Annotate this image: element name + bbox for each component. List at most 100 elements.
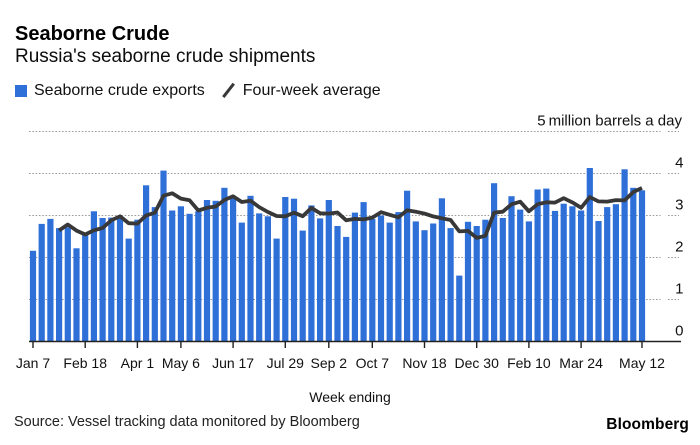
bar-week-2023-03-31: [586, 168, 593, 342]
page-subtitle: Russia's seaborne crude shipments: [15, 46, 316, 67]
bar-week-2022-02-11: [73, 248, 80, 342]
chart-plot-area: 0 1 2 3 4 5 million barrels a day Jan 7 Feb 18 A…: [16, 113, 684, 372]
x-tick-label-Nov18: Nov 18: [402, 355, 447, 371]
legend-label-exports: Seaborne crude exports: [34, 82, 205, 99]
y-tick-label-0: 0: [675, 323, 683, 340]
bar-week-2022-11-18: [421, 230, 428, 342]
x-axis-title: Week ending: [309, 389, 391, 405]
bar-week-2022-03-04: [99, 218, 106, 342]
bar-week-2023-02-17: [534, 189, 541, 342]
bar-week-2023-05-12: [638, 190, 646, 342]
bar-week-2022-12-09: [447, 228, 454, 342]
bar-week-2022-09-09: [334, 226, 341, 342]
x-tick-label-May12: May 12: [619, 355, 665, 371]
bar-week-2023-01-20: [499, 218, 506, 342]
bar-week-2022-05-20: [195, 211, 202, 342]
bar-week-2023-05-05: [630, 187, 637, 342]
bar-week-2022-09-02: [325, 200, 332, 342]
bar-week-2022-05-06: [177, 206, 184, 342]
bar-week-2022-07-08: [256, 213, 263, 342]
x-tick-label-Feb18: Feb 18: [63, 355, 107, 371]
bar-week-2022-02-04: [64, 227, 71, 342]
bar-week-2022-07-29: [282, 197, 289, 342]
bar-week-2022-01-07: [29, 250, 37, 342]
four-week-average-line: [58, 186, 643, 240]
bar-week-2022-03-25: [125, 238, 132, 342]
x-tick-label-Sep2: Sep 2: [311, 355, 348, 371]
x-tick-label-Apr1: Apr 1: [121, 355, 155, 371]
bar-week-2022-04-22: [160, 170, 167, 342]
bar-week-2023-03-10: [560, 203, 567, 342]
bar-week-2022-02-18: [82, 234, 89, 342]
bar-week-2022-12-30: [473, 226, 480, 342]
bar-week-2022-05-27: [203, 200, 211, 342]
bar-week-2022-04-29: [169, 210, 176, 342]
bar-week-2023-04-21: [612, 204, 619, 342]
bar-week-2022-08-05: [290, 198, 298, 342]
bar-week-2022-11-25: [430, 223, 437, 342]
x-tick-label-Dec30: Dec 30: [455, 355, 500, 371]
bar-week-2023-02-24: [543, 188, 550, 342]
bar-week-2022-08-26: [317, 218, 324, 342]
bar-week-2022-01-28: [56, 228, 63, 342]
y-axis-unit-label: 5 million barrels a day: [537, 113, 682, 130]
bar-week-2023-01-27: [508, 196, 515, 342]
bar-week-2022-04-01: [134, 219, 141, 342]
legend: Seaborne crude exports Four-week average: [15, 82, 381, 100]
bar-week-2022-11-04: [404, 190, 411, 342]
bar-week-2022-01-21: [47, 218, 54, 342]
bar-week-2023-01-06: [482, 219, 489, 342]
bloomberg-logo: Bloomberg: [606, 416, 689, 433]
bar-week-2022-06-24: [238, 222, 245, 342]
y-tick-label-2: 2: [675, 239, 683, 256]
bar-week-2023-04-07: [595, 221, 602, 342]
page-title: Seaborne Crude: [15, 23, 170, 45]
source-note: Source: Vessel tracking data monitored b…: [14, 414, 360, 430]
bar-week-2022-04-15: [151, 207, 158, 342]
bar-week-2022-09-30: [360, 202, 367, 342]
bar-week-2022-02-25: [90, 211, 97, 342]
bar-week-2022-12-23: [464, 221, 472, 342]
x-tick-label-Feb10: Feb 10: [507, 355, 551, 371]
bar-week-2023-04-28: [621, 169, 628, 342]
y-tick-label-1: 1: [675, 281, 683, 298]
bar-week-2022-12-02: [438, 198, 445, 342]
bar-series-swatch-icon: [15, 85, 27, 97]
x-tick-label-May6: May 6: [162, 355, 200, 371]
legend-label-average: Four-week average: [242, 82, 381, 99]
bar-week-2023-04-14: [604, 207, 611, 342]
bar-week-2023-03-17: [569, 206, 576, 342]
bar-week-2022-08-12: [299, 230, 306, 342]
bar-week-2022-07-15: [264, 216, 271, 342]
bar-week-2022-01-14: [38, 223, 45, 342]
bar-week-2022-07-01: [247, 195, 254, 342]
bar-week-2023-02-10: [525, 221, 532, 342]
bar-week-2023-03-24: [578, 210, 585, 342]
bar-week-2022-06-03: [212, 200, 219, 342]
bar-week-2022-11-11: [412, 221, 419, 342]
x-tick-label-Mar24: Mar 24: [559, 355, 603, 371]
bar-week-2022-09-23: [351, 212, 358, 342]
bar-week-2023-02-03: [517, 209, 524, 342]
x-tick-label-Jan7: Jan 7: [16, 355, 50, 371]
legend-item-exports: Seaborne crude exports: [15, 82, 205, 100]
bar-week-2022-05-13: [186, 213, 193, 342]
bar-week-2022-06-10: [221, 187, 228, 342]
y-tick-label-3: 3: [675, 197, 683, 214]
bar-week-2022-07-22: [273, 238, 280, 342]
bar-week-2023-01-13: [491, 183, 498, 342]
bar-week-2023-03-03: [551, 210, 559, 342]
bar-week-2022-08-19: [308, 205, 315, 342]
legend-item-average: Four-week average: [222, 82, 381, 100]
x-tick-label-Jun17: Jun 17: [212, 355, 254, 371]
bar-week-2022-10-07: [369, 218, 376, 342]
bar-week-2022-12-16: [456, 275, 463, 342]
bar-week-2022-06-17: [230, 196, 237, 342]
bar-week-2022-09-16: [343, 236, 350, 342]
bar-week-2022-03-18: [116, 218, 124, 342]
bar-week-2022-10-21: [386, 222, 393, 342]
x-tick-label-Jul29: Jul 29: [267, 355, 305, 371]
bar-week-2022-10-28: [395, 212, 402, 342]
bar-week-2022-10-14: [377, 215, 385, 342]
bar-week-2022-03-11: [108, 217, 115, 342]
